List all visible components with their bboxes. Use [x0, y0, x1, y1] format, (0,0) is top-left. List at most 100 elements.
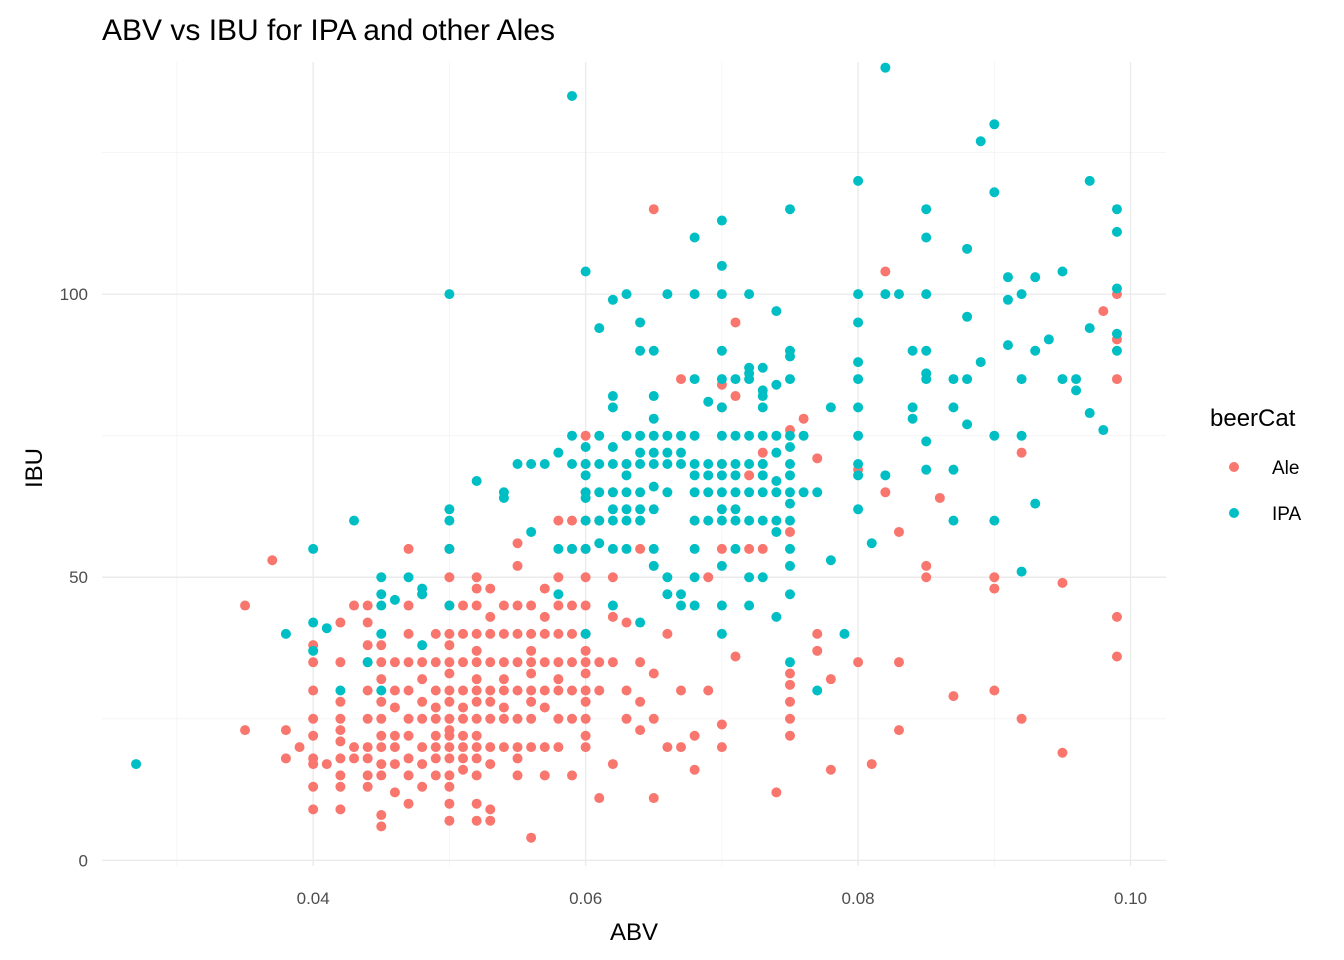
- point-ale: [948, 691, 959, 702]
- point-ale: [1016, 713, 1027, 724]
- point-ale: [444, 770, 455, 781]
- point-ipa: [716, 628, 727, 639]
- point-ale: [730, 651, 741, 662]
- point-ipa: [975, 357, 986, 368]
- point-ipa: [853, 470, 864, 481]
- point-ale: [798, 413, 809, 424]
- point-ipa: [376, 685, 387, 696]
- point-ipa: [635, 487, 646, 498]
- point-ale: [594, 685, 605, 696]
- point-ipa: [757, 487, 768, 498]
- point-ale: [471, 572, 482, 583]
- point-ale: [553, 742, 564, 753]
- point-ipa: [989, 515, 1000, 526]
- point-ipa: [730, 470, 741, 481]
- point-ipa: [784, 442, 795, 453]
- point-ipa: [975, 136, 986, 147]
- point-ipa: [321, 623, 332, 634]
- point-ale: [989, 685, 1000, 696]
- point-ipa: [635, 617, 646, 628]
- point-ipa: [921, 345, 932, 356]
- point-ipa: [662, 589, 673, 600]
- data-points: [131, 62, 1122, 843]
- point-ale: [335, 657, 346, 668]
- point-ale: [362, 770, 373, 781]
- point-ipa: [471, 475, 482, 486]
- point-ipa: [784, 470, 795, 481]
- point-ale: [444, 815, 455, 826]
- point-ipa: [1016, 374, 1027, 385]
- point-ipa: [607, 402, 618, 413]
- point-ipa: [716, 515, 727, 526]
- point-ale: [635, 543, 646, 554]
- point-ale: [580, 742, 591, 753]
- point-ale: [989, 583, 1000, 594]
- point-ipa: [1111, 328, 1122, 339]
- point-ale: [458, 600, 469, 611]
- point-ale: [471, 713, 482, 724]
- point-ale: [567, 515, 578, 526]
- point-ipa: [444, 515, 455, 526]
- point-ipa: [757, 470, 768, 481]
- point-ipa: [1111, 204, 1122, 215]
- point-ipa: [1098, 425, 1109, 436]
- point-ale: [444, 713, 455, 724]
- point-ale: [321, 759, 332, 770]
- point-ipa: [621, 459, 632, 469]
- point-ipa: [648, 543, 659, 554]
- point-ipa: [676, 589, 687, 600]
- point-ipa: [1084, 323, 1095, 334]
- point-ipa: [853, 459, 864, 469]
- point-ale: [812, 453, 823, 464]
- point-ipa: [757, 572, 768, 583]
- point-ipa: [689, 470, 700, 481]
- point-ale: [607, 759, 618, 770]
- point-ipa: [784, 589, 795, 600]
- point-ipa: [703, 515, 714, 526]
- point-ipa: [580, 459, 591, 469]
- point-ale: [498, 685, 509, 696]
- point-ipa: [730, 487, 741, 498]
- point-ipa: [607, 442, 618, 453]
- point-ale: [512, 600, 523, 611]
- point-ale: [539, 628, 550, 639]
- point-ipa: [948, 515, 959, 526]
- point-ale: [417, 781, 428, 792]
- point-ale: [784, 713, 795, 724]
- point-ipa: [635, 504, 646, 515]
- point-ale: [403, 753, 414, 764]
- point-ale: [349, 600, 360, 611]
- point-ale: [594, 657, 605, 668]
- point-ale: [362, 685, 373, 696]
- point-ale: [526, 685, 537, 696]
- point-ale: [498, 674, 509, 685]
- point-ipa: [757, 515, 768, 526]
- point-ale: [280, 725, 291, 736]
- point-ipa: [798, 430, 809, 441]
- point-ale: [362, 781, 373, 792]
- point-ale: [553, 674, 564, 685]
- point-ipa: [553, 589, 564, 600]
- point-ipa: [648, 413, 659, 424]
- point-ale: [471, 696, 482, 707]
- point-ipa: [553, 543, 564, 554]
- point-ale: [430, 628, 441, 639]
- point-ipa: [308, 645, 319, 656]
- point-ipa: [553, 447, 564, 458]
- point-ipa: [1071, 385, 1082, 396]
- point-ale: [553, 685, 564, 696]
- point-ale: [594, 793, 605, 804]
- point-ipa: [1016, 289, 1027, 300]
- point-ipa: [376, 628, 387, 639]
- point-ale: [417, 674, 428, 685]
- point-ale: [1057, 577, 1068, 588]
- point-ale: [389, 730, 400, 741]
- point-ale: [539, 702, 550, 713]
- point-ale: [703, 685, 714, 696]
- point-ipa: [744, 600, 755, 611]
- point-ipa: [757, 459, 768, 469]
- point-ipa: [744, 515, 755, 526]
- point-ale: [744, 543, 755, 554]
- point-ale: [417, 657, 428, 668]
- point-ipa: [1111, 345, 1122, 356]
